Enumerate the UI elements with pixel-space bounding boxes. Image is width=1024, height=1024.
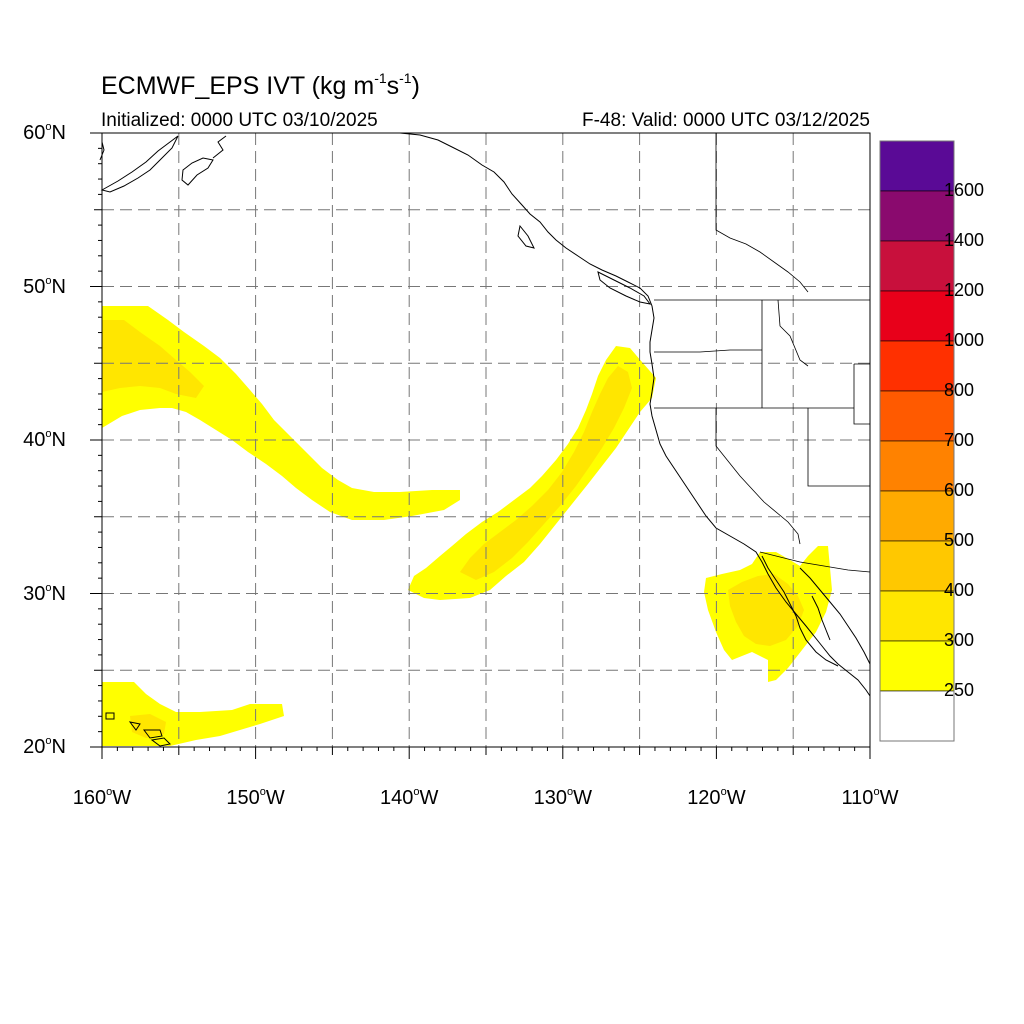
valid-time: F-48: Valid: 0000 UTC 03/12/2025 — [582, 110, 870, 131]
political-boundary-layer — [654, 133, 871, 573]
ivt-blob-hawaii — [102, 682, 284, 746]
ivt-band-north-pacific — [102, 306, 460, 520]
colorbar-swatch — [879, 140, 955, 192]
colorbar-label: 1400 — [944, 230, 985, 250]
colorbar-label: 1600 — [944, 180, 985, 200]
colorbar-label: 500 — [944, 530, 975, 550]
coastline-layer — [99, 132, 871, 747]
colorbar — [879, 140, 955, 742]
kenai-coast — [99, 135, 227, 161]
colorbar-outline — [879, 140, 955, 742]
lat-label: 30oN — [23, 581, 66, 605]
kodiak-island-coast — [181, 157, 214, 186]
colorbar-label: 300 — [944, 630, 975, 650]
ivt-blob-hawaii-core — [130, 714, 166, 738]
axis-ticks — [90, 132, 871, 759]
colorbar-swatch — [879, 440, 955, 492]
lon-label: 150oW — [226, 786, 285, 809]
lon-label: 160oW — [72, 786, 132, 809]
state-lines — [654, 299, 870, 545]
lat-label: 50oN — [23, 274, 66, 298]
gulf-of-california-coast — [799, 567, 871, 665]
initialized-time: Initialized: 0000 UTC 03/10/2025 — [101, 110, 378, 131]
colorbar-label: 250 — [944, 680, 975, 700]
islands-bc — [517, 224, 652, 305]
title-exponent-2: -1 — [399, 70, 412, 86]
baja-california-coast — [761, 555, 839, 667]
lon-label: 120oW — [687, 786, 746, 809]
ivt-shading-layer — [102, 306, 832, 746]
colorbar-label: 800 — [944, 380, 975, 400]
lat-label: 40oN — [23, 428, 66, 451]
hawaii-maui — [128, 721, 163, 739]
hawaii-oahu — [105, 712, 115, 720]
ivt-blob-baja-core — [728, 574, 804, 646]
colorbar-swatch — [879, 490, 955, 542]
colorbar-label: 700 — [944, 430, 975, 450]
graticule-layer — [102, 133, 870, 747]
colorbar-label: 400 — [944, 580, 975, 600]
chart-title: ECMWF_EPS IVT (kg m-1s-1) — [101, 70, 420, 101]
colorbar-label: 1200 — [944, 280, 985, 300]
colorbar-swatch — [879, 240, 955, 292]
oregon-washington-line — [654, 349, 762, 353]
title-exponent-1: -1 — [374, 70, 387, 86]
us-mexico-border — [759, 551, 871, 573]
lat-label: 20oN — [23, 735, 66, 758]
title-mid: s — [386, 72, 400, 100]
alaska-panhandle-coast — [399, 132, 871, 697]
lon-label: 110oW — [841, 786, 899, 809]
colorbar-label: 600 — [944, 480, 975, 500]
colorbar-swatch — [879, 190, 955, 242]
title-suffix: ) — [411, 72, 420, 100]
colorbar-swatch — [879, 340, 955, 392]
colorbar-swatch — [879, 390, 955, 442]
lat-label: 60oN — [23, 121, 66, 144]
colorbar-swatch — [879, 590, 955, 642]
lon-label: 140oW — [379, 786, 439, 809]
colorbar-swatch — [879, 540, 955, 592]
colorbar-swatch — [879, 690, 955, 742]
lon-label: 130oW — [533, 786, 592, 809]
ivt-river-california-core — [460, 366, 632, 580]
colorbar-swatch — [879, 290, 955, 342]
alaska-peninsula-coast — [100, 135, 179, 193]
colorbar-swatch — [879, 640, 955, 692]
colorbar-label: 1000 — [944, 330, 985, 350]
alaska-canada-border — [715, 133, 809, 293]
hawaii-big-island — [150, 737, 172, 747]
title-prefix: ECMWF_EPS IVT (kg m — [101, 72, 375, 100]
